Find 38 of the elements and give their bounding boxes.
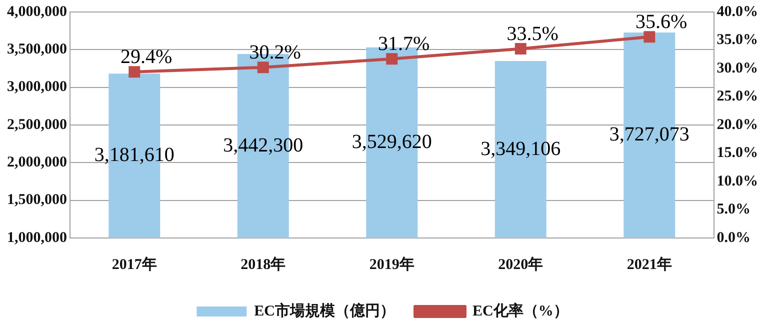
- point: [386, 53, 398, 65]
- y2-tick-label: 10.0%: [716, 173, 758, 190]
- legend-label: EC化率（%）: [472, 301, 568, 320]
- data-label: 33.5%: [506, 22, 558, 45]
- y2-tick-label: 0.0%: [716, 230, 750, 246]
- data-label: 29.4%: [120, 46, 172, 68]
- x-tick-label: 2019年: [369, 256, 414, 273]
- point: [257, 62, 269, 74]
- legend-label: EC市場規模（億円）: [254, 301, 396, 320]
- y-tick-label: 2,500,000: [7, 116, 67, 133]
- point: [128, 66, 140, 78]
- y-tick-label: 3,000,000: [7, 79, 67, 96]
- y2-tick-label: 40.0%: [716, 4, 758, 20]
- x-tick-label: 2021年: [626, 256, 672, 273]
- y-tick-label: 3,500,000: [7, 42, 67, 58]
- data-label: 3,349,106: [480, 138, 561, 160]
- y2-tick-label: 20.0%: [716, 116, 758, 133]
- data-label: 30.2%: [249, 42, 301, 64]
- point: [514, 42, 526, 54]
- y2-tick-label: 35.0%: [716, 32, 758, 48]
- point: [644, 31, 656, 43]
- data-label: 35.6%: [636, 11, 688, 34]
- data-label: 3,181,610: [94, 144, 174, 166]
- x-tick-label: 2017年: [112, 256, 157, 273]
- x-tick-label: 2020年: [498, 256, 544, 273]
- data-label: 3,442,300: [223, 134, 304, 156]
- data-label: 3,529,620: [352, 130, 432, 153]
- y-tick-label: 1,000,000: [7, 230, 67, 246]
- y2-tick-label: 25.0%: [716, 88, 758, 105]
- data-label: 3,727,073: [609, 124, 690, 146]
- x-tick-label: 2018年: [240, 256, 286, 273]
- y-tick-label: 1,500,000: [7, 192, 67, 208]
- y-tick-label: 2,000,000: [7, 154, 67, 171]
- y2-tick-label: 5.0%: [716, 202, 750, 218]
- y-tick-label: 4,000,000: [7, 4, 67, 20]
- y2-tick-label: 15.0%: [716, 145, 758, 162]
- data-label: 31.7%: [378, 33, 430, 56]
- y2-tick-label: 30.0%: [716, 60, 758, 76]
